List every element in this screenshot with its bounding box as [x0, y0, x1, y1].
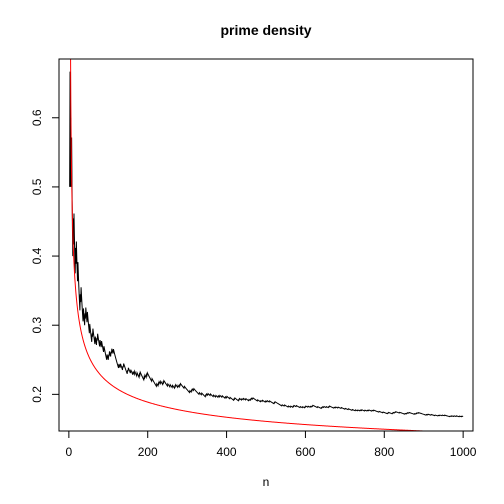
plot-area	[69, 59, 464, 431]
chart-title: prime density	[220, 22, 311, 38]
y-tick-label: 0.2	[30, 386, 44, 403]
series-line-observed-density	[69, 71, 464, 418]
y-axis: 0.2 0.3 0.4 0.5 0.6	[30, 109, 60, 403]
y-tick-label: 0.3	[30, 317, 44, 334]
x-tick-label: 1000	[450, 445, 477, 459]
x-axis: 0 200 400 600 800 1000	[66, 430, 477, 459]
plot-frame	[58, 58, 474, 432]
x-tick-label: 400	[217, 445, 237, 459]
series-line-approximation	[70, 59, 436, 431]
x-tick-label: 0	[66, 445, 73, 459]
x-axis-label: n	[263, 475, 270, 489]
y-tick-label: 0.5	[30, 178, 44, 195]
x-tick-label: 200	[138, 445, 158, 459]
x-tick-label: 600	[295, 445, 315, 459]
y-tick-label: 0.4	[30, 247, 44, 264]
x-tick-label: 800	[374, 445, 394, 459]
y-tick-label: 0.6	[30, 109, 44, 126]
